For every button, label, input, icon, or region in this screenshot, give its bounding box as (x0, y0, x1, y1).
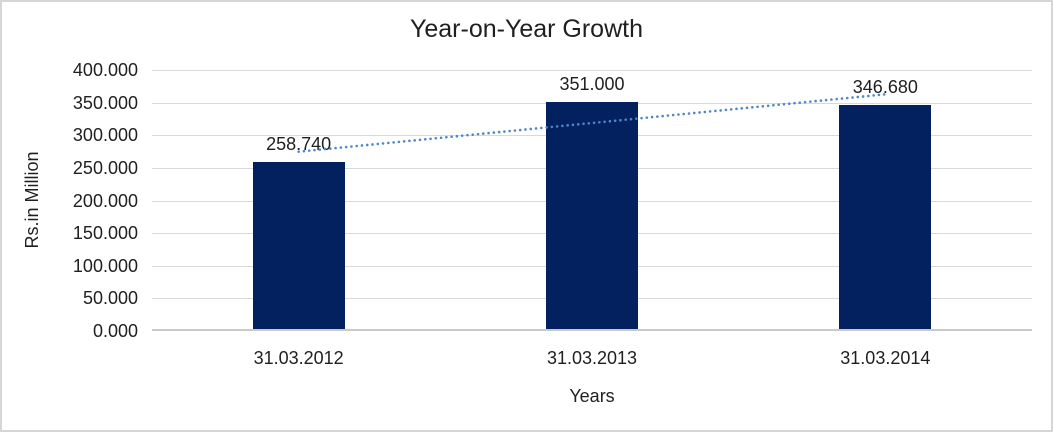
x-tick-label: 31.03.2012 (253, 348, 344, 368)
plot-area: 258.740 351.000 346.680 (152, 70, 1032, 331)
y-tick-label: 350.000 (72, 92, 138, 113)
x-tick-label: 31.03.2013 (546, 348, 638, 368)
y-tick-label: 250.000 (72, 157, 138, 178)
trendline (297, 92, 887, 153)
bar-data-label: 258.740 (266, 134, 332, 155)
x-axis-title: Years (569, 386, 615, 406)
y-tick-label: 0.000 (92, 321, 138, 341)
y-tick-label: 100.000 (72, 255, 138, 276)
y-tick-label: 400.000 (72, 60, 138, 80)
y-tick-label: 200.000 (72, 190, 138, 211)
x-axis-line (152, 329, 1032, 331)
y-tick-label: 150.000 (72, 223, 138, 244)
x-tick-label: 31.03.2014 (840, 348, 931, 368)
y-tick-label: 300.000 (72, 125, 138, 146)
bar (546, 101, 638, 329)
y-tick-label: 50.000 (82, 288, 138, 309)
bar (252, 162, 345, 329)
gridline (152, 70, 1032, 71)
bar (839, 104, 932, 329)
bar-data-label: 346.680 (852, 76, 918, 97)
bar-data-label: 351.000 (559, 73, 625, 94)
chart-title: Year-on-Year Growth (409, 15, 643, 43)
